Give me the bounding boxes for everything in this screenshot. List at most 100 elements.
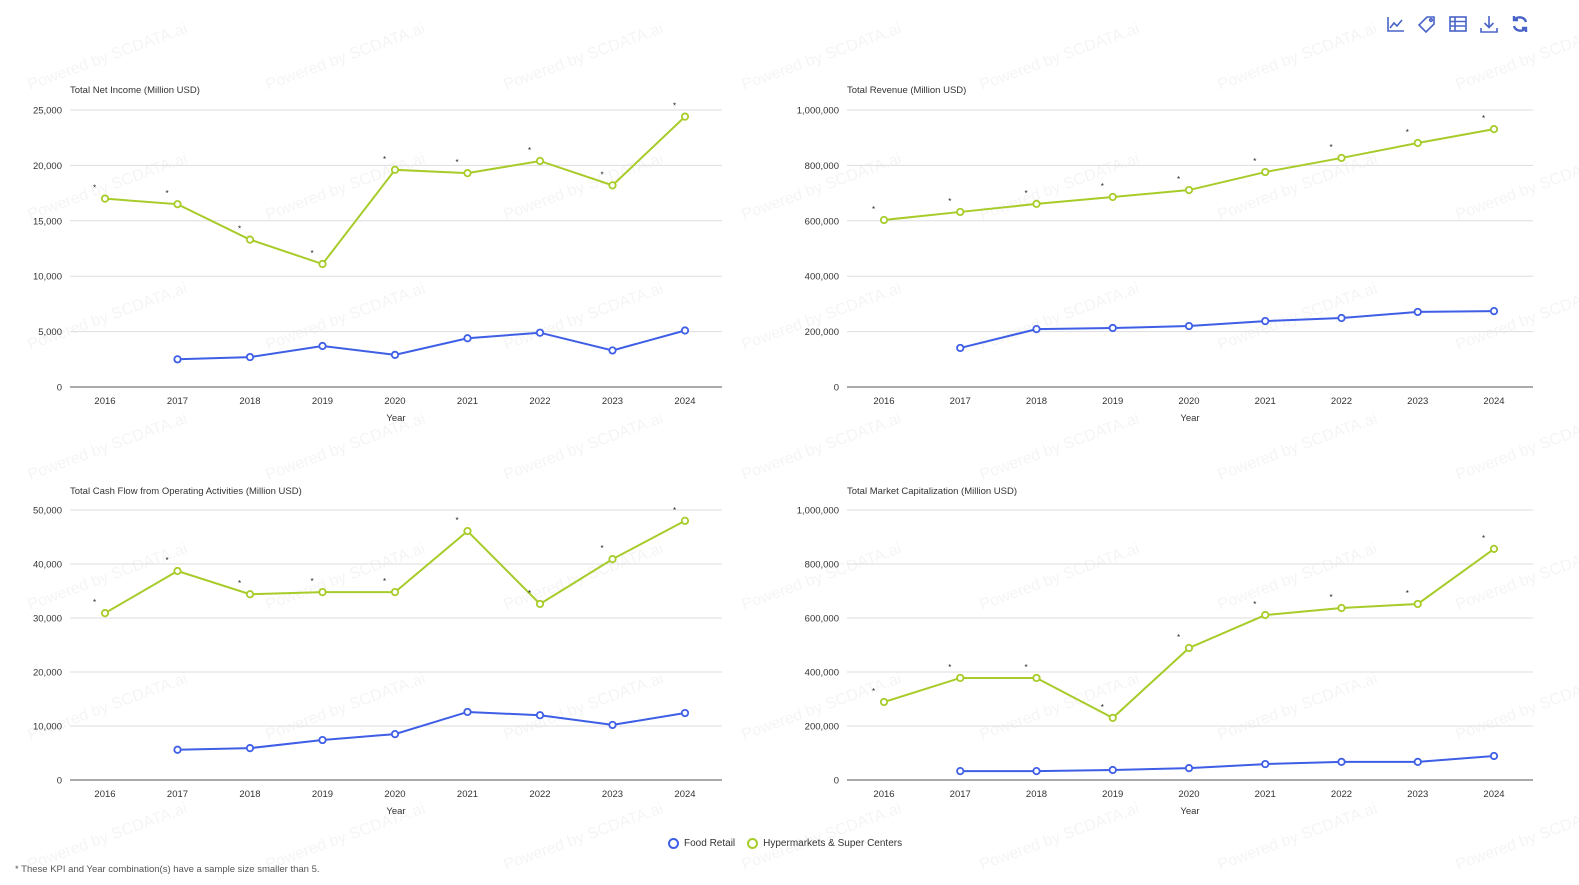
watermark-text: Powered by SCDATA.ai: [740, 20, 904, 94]
y-tick-label: 50,000: [33, 506, 62, 517]
x-tick-label: 2024: [674, 789, 695, 800]
data-point: [1032, 673, 1041, 683]
y-tick-label: 800,000: [805, 161, 839, 172]
data-point: [1108, 192, 1117, 202]
data-point: [1337, 603, 1346, 613]
y-tick-label: 400,000: [805, 272, 839, 283]
sample-size-asterisk: *: [93, 598, 96, 607]
data-point: [1108, 765, 1117, 775]
data-point: [1489, 751, 1499, 761]
watermark-layer: Powered by SCDATA.ai Powered by SCDATA.ai…: [26, 20, 1579, 874]
data-point: [956, 673, 965, 683]
footnote: * These KPI and Year combination(s) have…: [15, 864, 320, 875]
sample-size-asterisk: *: [383, 577, 386, 586]
data-point: [608, 346, 617, 355]
x-tick-label: 2021: [1255, 789, 1276, 800]
food-retail-marker-icon: [668, 838, 679, 849]
y-tick-label: 400,000: [805, 668, 839, 679]
watermark-text: Powered by SCDATA.ai: [502, 150, 666, 224]
x-tick-label: 2019: [312, 396, 333, 407]
sample-size-asterisk: *: [1177, 633, 1180, 642]
y-tick-label: 0: [57, 383, 62, 394]
data-point: [1184, 185, 1194, 195]
data-point: [1489, 307, 1499, 316]
y-tick-label: 0: [57, 776, 62, 787]
x-tick-label: 2022: [1331, 396, 1352, 407]
y-tick-label: 0: [834, 383, 839, 394]
sample-size-asterisk: *: [311, 249, 314, 258]
y-tick-label: 20,000: [33, 668, 62, 679]
legend-item-food-retail[interactable]: Food Retail: [668, 838, 735, 849]
refresh-icon[interactable]: [1510, 14, 1530, 34]
sample-size-asterisk: *: [1177, 175, 1180, 184]
y-tick-label: 0: [834, 776, 839, 787]
download-icon[interactable]: [1479, 14, 1499, 34]
y-tick-label: 10,000: [33, 272, 62, 283]
watermark-text: Powered by SCDATA.ai: [26, 410, 190, 484]
watermark-text: Powered by SCDATA.ai: [1454, 410, 1579, 484]
data-point: [390, 729, 400, 739]
series-line-food-retail: [960, 754, 1495, 773]
y-tick-label: 600,000: [805, 614, 839, 625]
table-icon[interactable]: [1448, 14, 1468, 34]
data-point: [1261, 167, 1270, 177]
data-point: [535, 328, 545, 337]
data-point: [1108, 323, 1117, 333]
x-tick-label: 2016: [94, 789, 115, 800]
sample-size-asterisk: *: [1101, 182, 1104, 191]
x-tick-label: 2017: [167, 789, 188, 800]
watermark-text: Powered by SCDATA.ai: [264, 280, 428, 354]
sample-size-asterisk: *: [456, 516, 459, 525]
chart-panel: Total Market Capitalization (Million USD…: [797, 486, 1533, 817]
data-point: [608, 720, 617, 730]
watermark-text: Powered by SCDATA.ai: [740, 280, 904, 354]
watermark-text: Powered by SCDATA.ai: [502, 20, 666, 94]
data-point: [100, 194, 110, 203]
sample-size-asterisk: *: [673, 102, 676, 111]
data-point: [463, 526, 472, 536]
sample-size-asterisk: *: [872, 205, 875, 214]
chart-title: Total Revenue (Million USD): [847, 85, 966, 96]
watermark-text: Powered by SCDATA.ai: [978, 540, 1142, 614]
chart-panel: Total Cash Flow from Operating Activitie…: [33, 486, 722, 817]
data-point: [956, 766, 965, 776]
watermark-text: Powered by SCDATA.ai: [978, 280, 1142, 354]
series-line-food-retail: [177, 329, 686, 361]
x-tick-label: 2023: [602, 789, 623, 800]
data-point: [680, 326, 690, 335]
watermark-text: Powered by SCDATA.ai: [1216, 410, 1380, 484]
data-point: [245, 590, 255, 599]
x-tick-label: 2018: [1026, 789, 1047, 800]
series-line-food-retail: [177, 710, 686, 751]
watermark-text: Powered by SCDATA.ai: [1454, 150, 1579, 224]
watermark-text: Powered by SCDATA.ai: [26, 20, 190, 94]
chart-title: Total Market Capitalization (Million USD…: [847, 486, 1017, 497]
line-chart-icon[interactable]: [1386, 14, 1406, 34]
data-point: [1184, 764, 1194, 773]
y-tick-label: 1,000,000: [797, 106, 839, 117]
sample-size-asterisk: *: [456, 158, 459, 167]
data-point: [245, 352, 255, 362]
data-point: [535, 156, 545, 166]
sample-size-asterisk: *: [1025, 663, 1028, 672]
data-point: [1184, 321, 1194, 331]
x-tick-label: 2023: [1407, 396, 1428, 407]
data-point: [1413, 307, 1422, 317]
watermark-text: Powered by SCDATA.ai: [264, 20, 428, 94]
legend-item-hypermarkets[interactable]: Hypermarkets & Super Centers: [747, 838, 902, 849]
watermark-text: Powered by SCDATA.ai: [1454, 540, 1579, 614]
legend-label: Hypermarkets & Super Centers: [763, 838, 903, 849]
sample-size-asterisk: *: [1482, 114, 1485, 123]
x-tick-label: 2019: [312, 789, 333, 800]
watermark-text: Powered by SCDATA.ai: [740, 670, 904, 744]
data-point: [1108, 713, 1117, 723]
tag-icon[interactable]: [1417, 14, 1437, 34]
x-tick-label: 2018: [239, 789, 260, 800]
watermark-text: Powered by SCDATA.ai: [1216, 150, 1380, 224]
sample-size-asterisk: *: [238, 225, 241, 234]
x-tick-label: 2018: [239, 396, 260, 407]
data-point: [1337, 313, 1346, 323]
x-tick-label: 2017: [950, 396, 971, 407]
watermark-text: Powered by SCDATA.ai: [740, 410, 904, 484]
sample-size-asterisk: *: [948, 663, 951, 672]
